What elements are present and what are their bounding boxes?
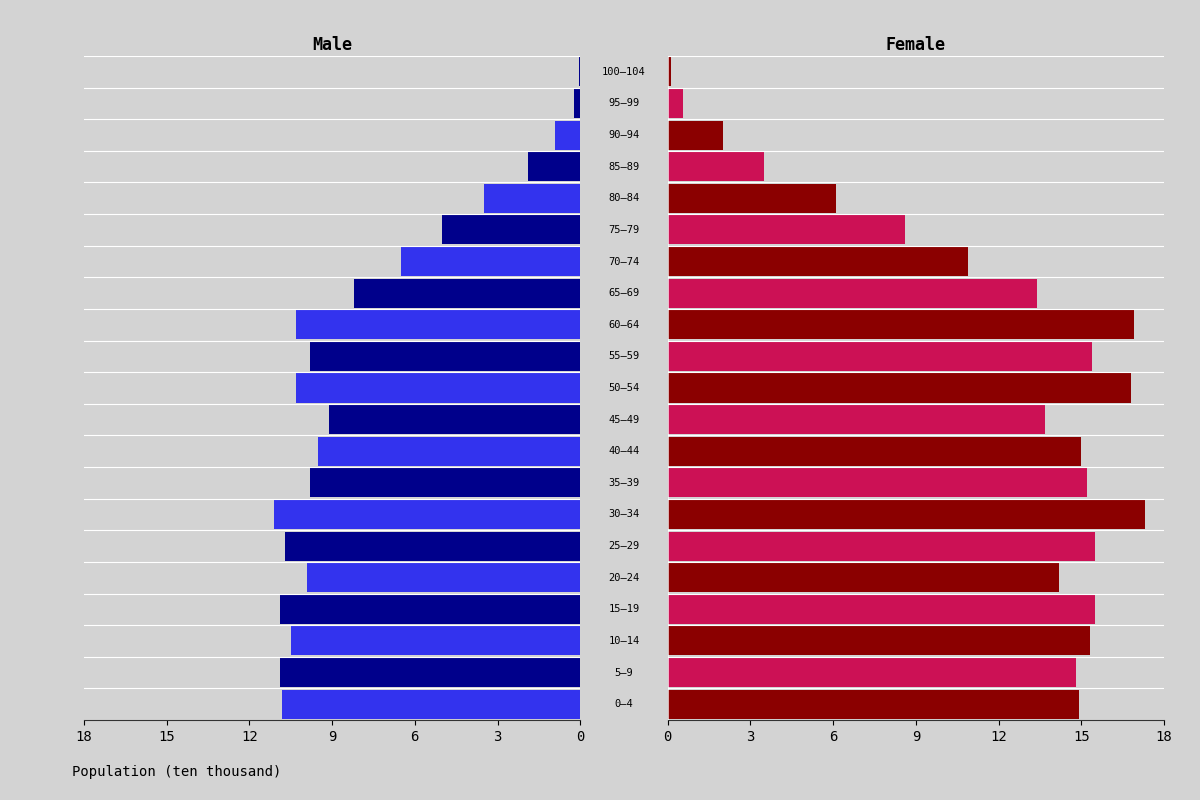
Text: 10–14: 10–14 bbox=[608, 636, 640, 646]
Bar bbox=[667, 690, 1079, 718]
Bar bbox=[578, 58, 581, 86]
Text: 55–59: 55–59 bbox=[608, 351, 640, 362]
Bar bbox=[329, 405, 581, 434]
Bar bbox=[667, 184, 836, 213]
Bar bbox=[307, 563, 581, 592]
Bar bbox=[667, 468, 1087, 498]
Text: 60–64: 60–64 bbox=[608, 320, 640, 330]
Title: Male: Male bbox=[312, 37, 352, 54]
Text: 65–69: 65–69 bbox=[608, 288, 640, 298]
Bar bbox=[528, 152, 581, 182]
Text: 5–9: 5–9 bbox=[614, 667, 634, 678]
Text: Population (ten thousand): Population (ten thousand) bbox=[72, 765, 281, 779]
Text: 0–4: 0–4 bbox=[614, 699, 634, 709]
Text: 40–44: 40–44 bbox=[608, 446, 640, 456]
Text: 90–94: 90–94 bbox=[608, 130, 640, 140]
Text: 50–54: 50–54 bbox=[608, 383, 640, 393]
Bar bbox=[296, 310, 581, 339]
Bar bbox=[667, 342, 1092, 371]
Bar bbox=[667, 594, 1096, 624]
Bar bbox=[286, 531, 581, 561]
Text: 45–49: 45–49 bbox=[608, 414, 640, 425]
Bar bbox=[667, 278, 1037, 308]
Text: 25–29: 25–29 bbox=[608, 541, 640, 551]
Bar bbox=[275, 500, 581, 529]
Bar bbox=[290, 626, 581, 655]
Bar bbox=[280, 658, 581, 687]
Bar bbox=[667, 58, 671, 86]
Bar bbox=[443, 215, 581, 245]
Bar bbox=[667, 374, 1130, 402]
Bar bbox=[296, 374, 581, 402]
Bar bbox=[484, 184, 581, 213]
Text: 70–74: 70–74 bbox=[608, 257, 640, 266]
Text: 75–79: 75–79 bbox=[608, 225, 640, 235]
Text: 20–24: 20–24 bbox=[608, 573, 640, 582]
Bar bbox=[667, 658, 1075, 687]
Bar bbox=[401, 247, 581, 276]
Text: 15–19: 15–19 bbox=[608, 604, 640, 614]
Bar bbox=[667, 500, 1145, 529]
Text: 80–84: 80–84 bbox=[608, 194, 640, 203]
Text: 85–89: 85–89 bbox=[608, 162, 640, 172]
Bar bbox=[667, 563, 1060, 592]
Bar bbox=[667, 310, 1134, 339]
Text: 100–104: 100–104 bbox=[602, 67, 646, 77]
Bar bbox=[667, 215, 905, 245]
Bar bbox=[667, 247, 968, 276]
Bar bbox=[354, 278, 581, 308]
Bar bbox=[282, 690, 581, 718]
Bar bbox=[667, 626, 1090, 655]
Bar bbox=[318, 437, 581, 466]
Bar bbox=[667, 405, 1045, 434]
Bar bbox=[667, 89, 683, 118]
Bar bbox=[280, 594, 581, 624]
Bar bbox=[574, 89, 581, 118]
Bar bbox=[556, 121, 581, 150]
Bar bbox=[310, 468, 581, 498]
Bar bbox=[667, 531, 1096, 561]
Title: Female: Female bbox=[886, 37, 946, 54]
Text: 95–99: 95–99 bbox=[608, 98, 640, 109]
Bar bbox=[667, 121, 722, 150]
Text: 30–34: 30–34 bbox=[608, 510, 640, 519]
Bar bbox=[310, 342, 581, 371]
Text: 35–39: 35–39 bbox=[608, 478, 640, 488]
Bar bbox=[667, 152, 764, 182]
Bar bbox=[667, 437, 1081, 466]
